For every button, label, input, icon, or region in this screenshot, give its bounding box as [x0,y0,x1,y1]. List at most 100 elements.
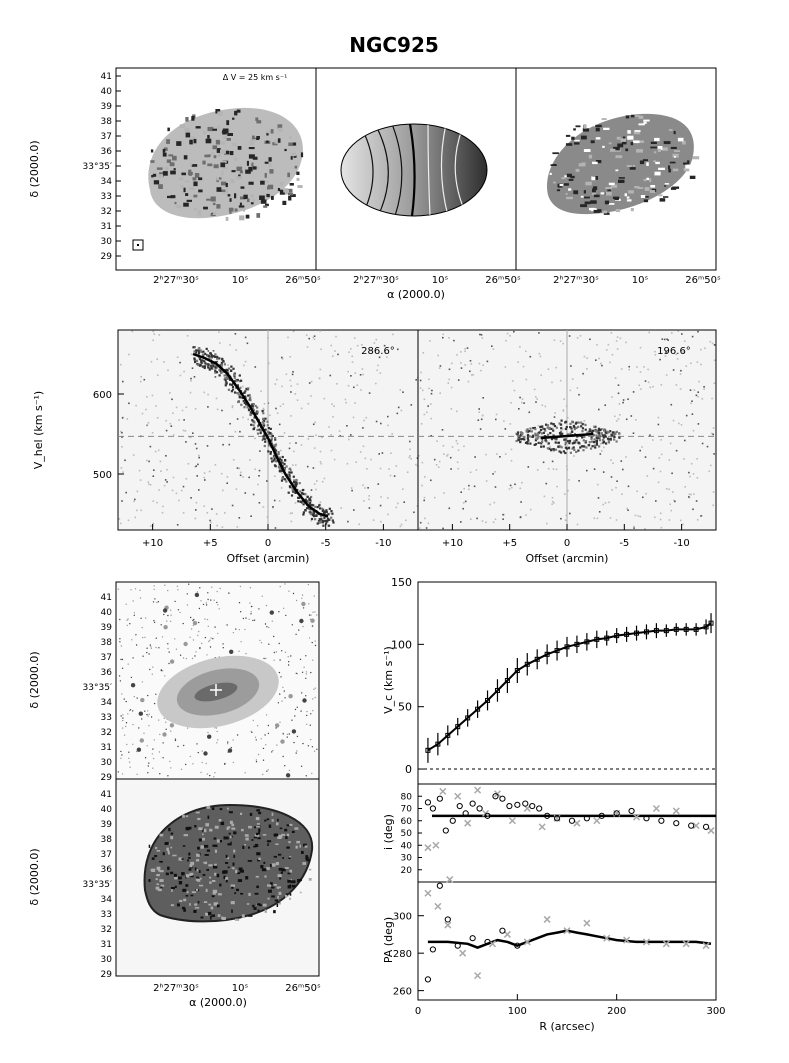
star [210,637,212,639]
pv-noise [236,526,239,528]
pv-noise [668,459,671,461]
pv-noise [513,330,515,333]
star [272,749,274,752]
vf-speckle [203,206,208,210]
pv-emission [570,430,574,433]
hi-speckle [214,872,217,876]
pv-emission [243,406,246,409]
pv-noise [313,483,316,485]
figure-title: NGC925 [349,33,439,57]
pv-noise [323,397,326,400]
pv-noise [555,366,557,369]
pv-emission [208,368,211,371]
pv-noise [197,347,199,350]
pv-emission [302,492,305,496]
pv-noise [503,513,505,516]
vf-speckle [193,138,197,144]
pv-emission [310,495,313,499]
vf-speckle [264,173,267,178]
star [161,636,164,638]
pv-noise [639,371,642,373]
vf-xlabel: α (2000.0) [387,288,445,301]
pv-emission [230,365,233,368]
pv-emission [572,446,575,449]
pv-emission [243,391,246,394]
pv-emission [237,400,240,404]
hi-speckle [266,840,272,843]
star [305,655,307,657]
pv-noise [149,445,152,448]
vf-y-tick: 29 [101,252,113,262]
vf-speckle [595,127,600,132]
img-x-tick: 10ˢ [232,983,249,994]
pv-emission [262,435,265,438]
hi-speckle [273,833,278,837]
pv-noise [236,418,239,420]
vf-speckle [640,195,646,198]
pv-noise [326,524,329,527]
star [152,767,154,769]
vf-speckle [297,185,303,189]
pv-noise [628,368,630,371]
pv-emission [314,505,317,508]
pv-noise [654,350,656,353]
vf-speckle [256,136,260,140]
pv-noise [690,493,692,496]
hi-speckle [205,888,208,892]
pv-noise [320,348,322,351]
star [268,626,270,629]
star [217,632,219,635]
pv-emission [284,459,287,462]
pv-noise [300,407,303,410]
vf-speckle [184,127,190,132]
pv-emission [571,447,574,450]
pv-noise [234,333,237,335]
pv-noise [131,330,134,333]
pv-noise [430,403,432,405]
hi-speckle [238,867,243,871]
pv-emission [517,438,520,441]
pv-noise [409,440,411,443]
pv-emission [278,458,282,461]
pv-noise [368,495,370,497]
pv-emission [540,445,543,448]
optical-y-tick: 38 [101,638,113,648]
hi-speckle [155,886,160,890]
pv-emission [312,504,315,507]
incl-circle [506,802,513,810]
pv-noise [172,412,174,414]
pv-noise [413,511,415,514]
pv-noise [145,408,147,411]
pv-noise [654,354,657,356]
star [308,637,311,639]
star [239,585,242,588]
star [216,742,218,744]
star [283,690,285,692]
pv-rotation-curve-right [540,432,594,440]
vf-speckle [189,139,193,145]
pv-noise [350,348,352,350]
vf-speckle [574,139,580,142]
pv-emission [255,412,258,415]
pv-emission [256,428,259,432]
vf-speckle [628,190,634,194]
vf-speckle [581,135,587,140]
pv-emission [245,387,248,390]
hi-speckle [148,879,151,882]
pv-emission [205,363,208,366]
vf-speckle [673,131,676,135]
vf-speckle [217,153,222,157]
pv-emission [321,510,324,513]
pv-rotation-curve-left [192,352,329,518]
hi-speckle [160,861,163,863]
star [146,713,148,716]
pv-noise [224,512,226,514]
vf-speckle [570,175,575,179]
hi-speckle [178,857,183,861]
pv-noise [290,469,292,471]
pv-noise [247,418,249,421]
pv-noise [355,461,357,463]
pv-noise [190,353,193,356]
pv-emission [581,430,584,433]
pv-noise [415,463,417,466]
